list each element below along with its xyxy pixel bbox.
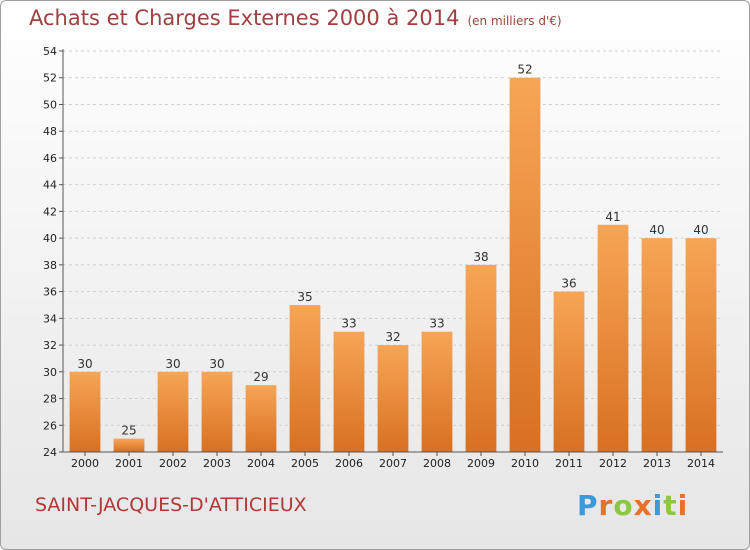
bar bbox=[509, 77, 541, 452]
bar bbox=[113, 438, 145, 452]
y-tick-label: 34 bbox=[43, 312, 57, 325]
proxiti-logo: Proxiti bbox=[577, 489, 688, 522]
x-tick-label: 2008 bbox=[423, 457, 451, 470]
y-tick-label: 40 bbox=[43, 232, 57, 245]
bar bbox=[421, 331, 453, 452]
logo-letter: P bbox=[577, 489, 599, 522]
x-tick-label: 2009 bbox=[467, 457, 495, 470]
bar bbox=[157, 371, 189, 452]
x-tick-label: 2013 bbox=[643, 457, 671, 470]
bar-value-label: 29 bbox=[253, 370, 268, 384]
y-tick-label: 24 bbox=[43, 446, 57, 459]
y-tick-label: 54 bbox=[43, 45, 57, 58]
x-tick-label: 2010 bbox=[511, 457, 539, 470]
y-tick-label: 38 bbox=[43, 259, 57, 272]
axes: 24 26 28 30 32 34 36 38 40 42 44 46 48 50 52 54 2000 2001… bbox=[43, 45, 723, 470]
bar bbox=[201, 371, 233, 452]
y-tick-label: 28 bbox=[43, 393, 57, 406]
logo-letter: t bbox=[663, 489, 678, 522]
x-tick-label: 2003 bbox=[203, 457, 231, 470]
y-tick-label: 32 bbox=[43, 339, 57, 352]
y-tick-label: 42 bbox=[43, 205, 57, 218]
logo-letter: i bbox=[677, 489, 689, 522]
chart-title-text: Achats et Charges Externes 2000 à 2014 bbox=[29, 6, 460, 30]
x-tick-label: 2002 bbox=[159, 457, 187, 470]
bar bbox=[553, 291, 585, 452]
x-tick-label: 2012 bbox=[599, 457, 627, 470]
x-tick-label: 2000 bbox=[71, 457, 99, 470]
bar-value-label: 35 bbox=[297, 290, 312, 304]
x-tick-label: 2001 bbox=[115, 457, 143, 470]
bar bbox=[245, 385, 277, 452]
bar bbox=[289, 304, 321, 452]
y-tick-label: 30 bbox=[43, 366, 57, 379]
place-name: SAINT-JACQUES-D'ATTICIEUX bbox=[35, 494, 307, 516]
y-tick-label: 50 bbox=[43, 98, 57, 111]
bar-value-label: 41 bbox=[605, 210, 620, 224]
logo-letter: o bbox=[613, 489, 634, 522]
x-tick-label: 2004 bbox=[247, 457, 275, 470]
bar bbox=[69, 371, 101, 452]
chart-title: Achats et Charges Externes 2000 à 2014 (e… bbox=[29, 6, 562, 30]
bar-value-label: 33 bbox=[341, 317, 356, 331]
y-tick-label: 48 bbox=[43, 125, 57, 138]
y-tick-label: 26 bbox=[43, 419, 57, 432]
x-tick-label: 2006 bbox=[335, 457, 363, 470]
logo-letter: x bbox=[633, 489, 653, 522]
bar-value-label: 33 bbox=[429, 317, 444, 331]
bar-value-label: 30 bbox=[209, 357, 224, 371]
x-tick-label: 2011 bbox=[555, 457, 583, 470]
bar bbox=[465, 264, 497, 452]
y-tick-label: 36 bbox=[43, 286, 57, 299]
logo-letter: i bbox=[652, 489, 664, 522]
y-tick-label: 46 bbox=[43, 152, 57, 165]
bar-value-labels: 30 25 30 30 29 35 33 32 33 38 52 36 41 40 40 bbox=[77, 63, 708, 438]
bar-value-label: 52 bbox=[517, 63, 532, 77]
bar bbox=[597, 224, 629, 452]
bars bbox=[69, 77, 717, 452]
logo-letter: r bbox=[598, 489, 614, 522]
chart-subtitle: (en milliers d'€) bbox=[467, 14, 562, 28]
bar bbox=[377, 345, 409, 452]
bar-value-label: 30 bbox=[77, 357, 92, 371]
bar bbox=[333, 331, 365, 452]
bar-value-label: 36 bbox=[561, 277, 576, 291]
bar bbox=[685, 238, 717, 452]
y-tick-label: 44 bbox=[43, 179, 57, 192]
y-tick-label: 52 bbox=[43, 72, 57, 85]
bar bbox=[641, 238, 673, 452]
x-tick-label: 2014 bbox=[687, 457, 715, 470]
x-tick-label: 2005 bbox=[291, 457, 319, 470]
x-tick-label: 2007 bbox=[379, 457, 407, 470]
bar-value-label: 38 bbox=[473, 250, 488, 264]
bar-value-label: 40 bbox=[649, 223, 664, 237]
bar-value-label: 30 bbox=[165, 357, 180, 371]
bar-value-label: 32 bbox=[385, 330, 400, 344]
bar-value-label: 40 bbox=[693, 223, 708, 237]
bar-value-label: 25 bbox=[121, 424, 136, 438]
